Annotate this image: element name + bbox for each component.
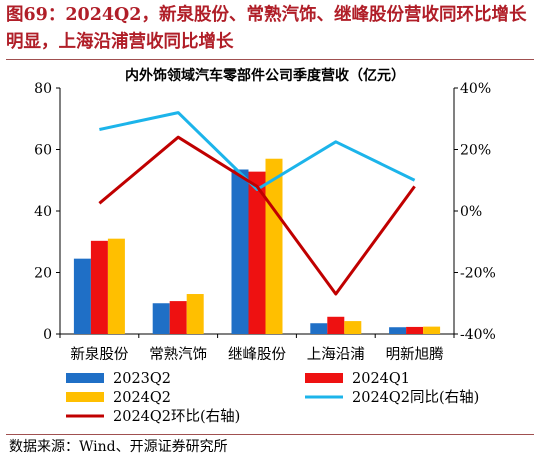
y2-tick-label: -20%: [460, 266, 496, 282]
figure-title: 图69：2024Q2，新泉股份、常熟汽饰、继峰股份营收同环比增长明显，上海沿浦营…: [6, 5, 527, 52]
bar-2024Q2: [423, 326, 441, 334]
bar-2023Q2: [152, 303, 170, 334]
legend-label: 2024Q1: [352, 371, 410, 387]
bar-2024Q1: [406, 326, 424, 334]
bar-2023Q2: [73, 258, 91, 334]
y2-tick-label: 20%: [460, 143, 491, 159]
legend-swatch-2024Q2: [66, 392, 104, 402]
x-tick-label: 常熟汽饰: [149, 346, 207, 363]
top-rule: [6, 59, 534, 60]
x-tick-label: 上海沿浦: [307, 346, 365, 363]
legend-swatch-2023Q2: [66, 373, 104, 383]
bar-2024Q1: [248, 171, 266, 334]
x-tick-label: 新泉股份: [70, 346, 128, 363]
legend-label: 2024Q2环比(右轴): [113, 408, 240, 425]
bar-2023Q2: [231, 169, 249, 334]
y2-tick-label: 40%: [460, 81, 491, 97]
bar-2023Q2: [389, 327, 407, 334]
legend-label: 2024Q2同比(右轴): [352, 389, 479, 406]
line-2024Q2同比(右轴): [99, 111, 416, 191]
y-tick-label: 80: [34, 81, 52, 97]
source-note: 数据来源：Wind、开源证券研究所: [9, 439, 228, 455]
chart-title: 内外饰领域汽车零部件公司季度营收（亿元）: [125, 67, 405, 84]
x-tick-label: 明新旭腾: [386, 346, 444, 363]
y-tick-label: 0: [43, 327, 52, 343]
bar-2024Q1: [90, 240, 108, 334]
bottom-rule: [6, 434, 534, 435]
line-2024Q2环比(右轴): [98, 135, 416, 296]
legend: 2023Q2 2024Q1 2024Q2 2024Q2同比(右轴) 2024Q2环比(右…: [66, 371, 479, 425]
legend-label: 2024Q2: [113, 390, 171, 406]
bar-2023Q2: [310, 323, 328, 334]
bar-2024Q2: [265, 158, 283, 334]
y-tick-label: 20: [34, 266, 52, 282]
bar-2024Q2: [186, 294, 204, 334]
bar-2024Q1: [169, 301, 187, 334]
bar-2024Q1: [327, 316, 345, 334]
y2-tick-label: 0%: [460, 204, 482, 220]
plot-area: 0 20 40 60 80 -40% -20% 0% 20% 40% 新泉股份 常熟汽饰 继峰股份 上海沿…: [34, 81, 496, 363]
bar-2024Q2: [344, 321, 362, 334]
x-tick-label: 继峰股份: [228, 346, 286, 363]
bar-2024Q2: [107, 238, 125, 334]
legend-swatch-2024Q1: [305, 373, 343, 383]
y2-tick-label: -40%: [460, 327, 496, 343]
legend-label: 2023Q2: [113, 371, 171, 387]
y-tick-label: 40: [34, 204, 52, 220]
y-tick-label: 60: [34, 143, 52, 159]
